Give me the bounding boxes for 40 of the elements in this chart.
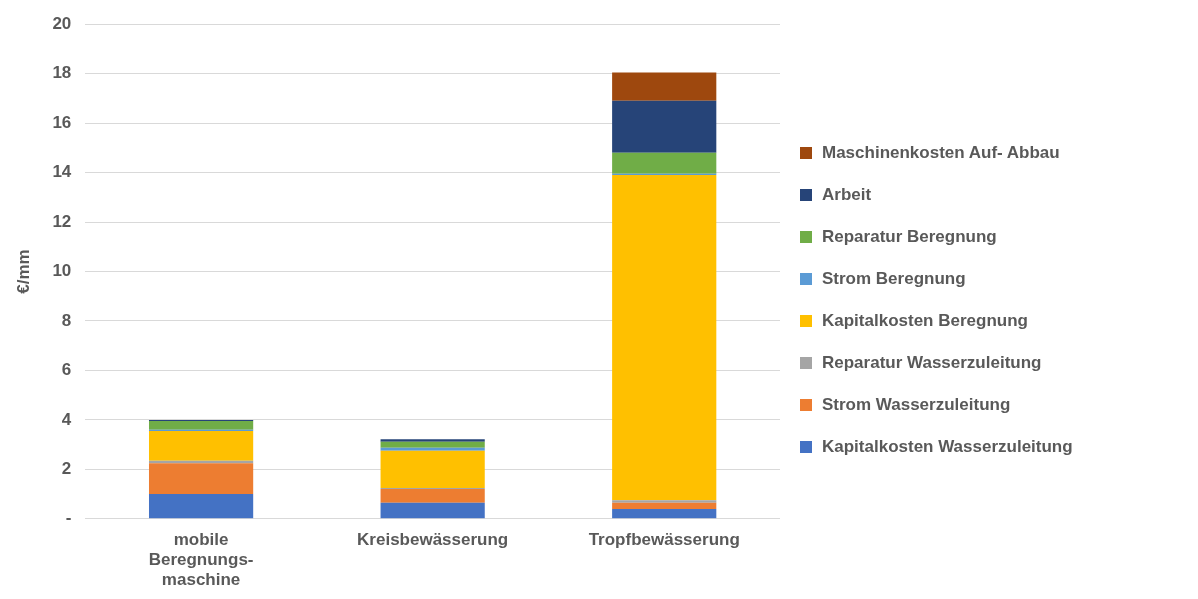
y-tick-label: 12 — [52, 211, 72, 231]
bar — [612, 500, 717, 503]
y-tick-label: 14 — [52, 162, 72, 182]
bar — [612, 100, 717, 153]
bar — [612, 175, 717, 501]
legend-label: Reparatur Beregnung — [822, 226, 997, 247]
y-tick-label: 2 — [61, 459, 72, 479]
bar — [380, 489, 485, 503]
legend-label: Arbeit — [822, 184, 872, 205]
legend-label: Strom Wasserzuleitung — [822, 394, 1011, 415]
x-tick-label: Kreisbewässerung — [357, 529, 509, 549]
y-tick-label: 8 — [61, 310, 72, 330]
y-tick-label: 6 — [61, 360, 72, 380]
bar — [612, 72, 717, 101]
bar — [148, 421, 254, 430]
legend-label: Strom Beregnung — [822, 268, 966, 289]
bar — [612, 508, 717, 519]
bar — [380, 441, 485, 448]
bar — [148, 494, 254, 519]
bar — [380, 450, 485, 488]
y-tick-label: - — [65, 508, 72, 528]
legend-label: Kapitalkosten Beregnung — [822, 310, 1028, 331]
bar — [380, 447, 485, 451]
bar — [612, 152, 717, 174]
bar — [148, 463, 254, 495]
y-tick-label: 20 — [52, 13, 72, 33]
legend-label: Reparatur Wasserzuleitung — [822, 352, 1042, 373]
bar — [380, 502, 485, 519]
x-tick-label: Tropfbewässerung — [588, 529, 740, 549]
x-tick-label: mobile Beregnungs- maschine — [148, 529, 254, 590]
bar — [612, 502, 717, 509]
y-tick-label: 18 — [52, 63, 72, 83]
legend-label: Kapitalkosten Wasserzuleitung — [822, 436, 1073, 457]
bar — [148, 431, 254, 461]
legend-label: Maschinenkosten Auf- Abbau — [822, 142, 1060, 163]
y-tick-label: 16 — [52, 112, 72, 132]
y-tick-label: 10 — [52, 261, 72, 281]
y-axis-title: €/mm — [13, 249, 33, 294]
bar — [380, 439, 485, 442]
y-tick-label: 4 — [61, 409, 72, 429]
